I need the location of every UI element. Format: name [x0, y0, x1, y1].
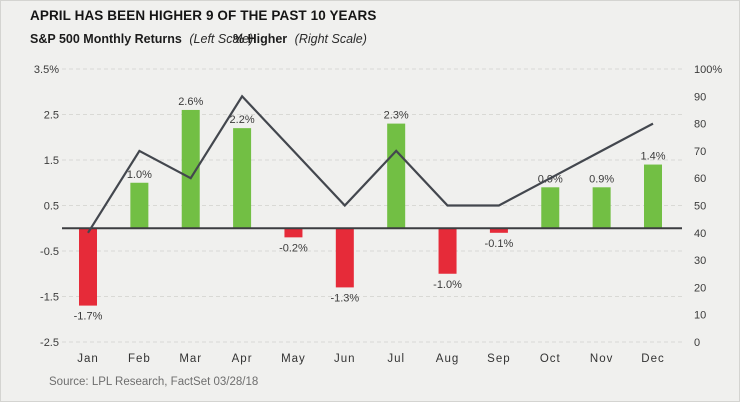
- right-axis-tick-label: 80: [694, 119, 706, 131]
- month-label-aug: Aug: [436, 353, 459, 365]
- month-label-jan: Jan: [77, 353, 99, 365]
- source-note: Source: LPL Research, FactSet 03/28/18: [49, 376, 259, 388]
- bar-jul: [387, 123, 406, 229]
- month-label-apr: Apr: [232, 353, 253, 365]
- legend-row: S&P 500 Monthly Returns (Left Scale) % H…: [1, 32, 739, 50]
- legend-left-series: S&P 500 Monthly Returns (Left Scale): [30, 32, 253, 46]
- month-label-feb: Feb: [128, 353, 151, 365]
- right-axis-tick-label: 60: [694, 173, 706, 185]
- bar-value-label-aug: -1.0%: [433, 279, 462, 291]
- bar-dec: [644, 164, 662, 229]
- bar-value-label-feb: 1.0%: [127, 169, 152, 181]
- bar-value-label-apr: 2.2%: [230, 114, 255, 126]
- legend-right-series: % Higher (Right Scale): [233, 32, 367, 46]
- right-axis-tick-label: 100%: [694, 64, 722, 76]
- bar-jan: [79, 228, 97, 306]
- left-axis-tick-label: -0.5: [40, 246, 59, 258]
- bar-jun: [335, 228, 354, 288]
- bar-value-label-jun: -1.3%: [330, 292, 359, 304]
- month-label-may: May: [281, 353, 306, 365]
- bar-value-label-jan: -1.7%: [74, 311, 103, 323]
- left-axis-tick-label: -1.5: [40, 292, 59, 304]
- right-axis-tick-label: 40: [694, 228, 706, 240]
- left-axis-tick-label: 3.5%: [34, 64, 59, 76]
- bar-sep: [489, 228, 508, 233]
- bar-may: [284, 228, 303, 238]
- legend-right-series-name: % Higher: [233, 32, 288, 46]
- month-label-oct: Oct: [540, 353, 561, 365]
- left-axis-tick-label: -2.5: [40, 337, 59, 349]
- bar-value-label-jul: 2.3%: [384, 110, 409, 122]
- left-axis-tick-label: 2.5: [44, 110, 59, 122]
- right-axis-tick-label: 50: [694, 201, 706, 213]
- bar-aug: [438, 228, 457, 274]
- month-label-jul: Jul: [387, 353, 405, 365]
- bar-apr: [233, 128, 252, 229]
- bar-feb: [130, 182, 149, 229]
- percent-higher-line: [87, 94, 654, 234]
- legend-left-series-name: S&P 500 Monthly Returns: [30, 32, 182, 46]
- left-axis-tick-label: 0.5: [44, 201, 59, 213]
- bar-value-label-dec: 1.4%: [640, 151, 665, 163]
- bar-value-label-may: -0.2%: [279, 242, 308, 254]
- right-axis-tick-label: 70: [694, 146, 706, 158]
- month-label-mar: Mar: [179, 353, 202, 365]
- month-label-dec: Dec: [641, 353, 664, 365]
- left-axis-tick-label: 1.5: [44, 155, 59, 167]
- bar-nov: [592, 187, 611, 229]
- legend-right-series-scale-note: (Right Scale): [294, 32, 367, 46]
- month-label-jun: Jun: [334, 353, 356, 365]
- right-axis-tick-label: 10: [694, 310, 706, 322]
- chart-title: APRIL HAS BEEN HIGHER 9 OF THE PAST 10 Y…: [30, 8, 377, 23]
- bar-value-label-nov: 0.9%: [589, 173, 614, 185]
- bar-mar: [181, 109, 200, 229]
- month-label-nov: Nov: [590, 353, 613, 365]
- right-axis-tick-label: 20: [694, 282, 706, 294]
- right-axis-tick-label: 30: [694, 255, 706, 267]
- bar-value-label-sep: -0.1%: [485, 238, 514, 250]
- right-axis-tick-label: 90: [694, 91, 706, 103]
- right-axis-tick-label: 0: [694, 337, 700, 349]
- month-label-sep: Sep: [487, 353, 510, 365]
- bar-value-label-mar: 2.6%: [178, 96, 203, 108]
- legend-left-series-scale-note: (Left Scale): [189, 32, 254, 46]
- bar-oct: [541, 187, 560, 229]
